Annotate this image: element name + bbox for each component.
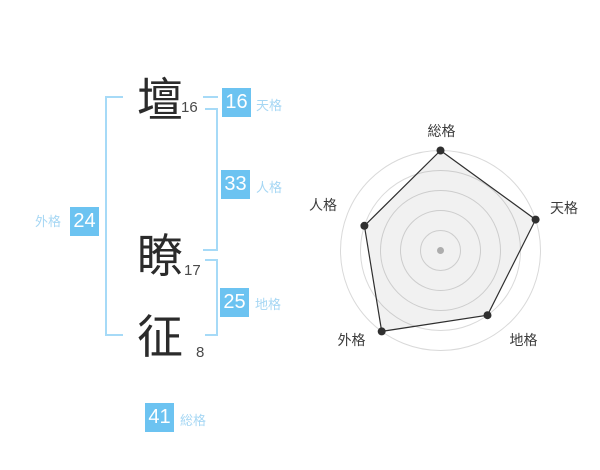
name-character-3: 征	[137, 311, 183, 363]
gaikaku-bracket-bottom-tick	[105, 334, 123, 336]
radar-data-point	[436, 146, 445, 155]
chikaku-label: 地格	[255, 297, 282, 312]
radar-axis-label: 地格	[510, 332, 538, 348]
radar-data-point	[377, 327, 386, 336]
jinkaku-value-badge: 33	[221, 170, 250, 199]
tenkaku-connector-line	[203, 96, 218, 98]
gaikaku-bracket-top-tick	[105, 96, 123, 98]
radar-data-point	[483, 311, 492, 320]
jinkaku-label: 人格	[256, 180, 283, 195]
stroke-count-3: 8	[196, 344, 205, 361]
soukaku-value-badge: 41	[145, 403, 174, 432]
tenkaku-label: 天格	[256, 98, 283, 113]
name-character-1: 壇	[137, 74, 183, 126]
radar-grid-ring	[380, 190, 501, 311]
radar-grid-ring	[420, 230, 461, 271]
chikaku-bracket-top-tick	[205, 259, 218, 261]
chikaku-bracket-bottom-tick	[205, 334, 218, 336]
chikaku-bracket-line	[216, 259, 218, 336]
radar-axis-label: 人格	[309, 197, 337, 213]
radar-grid-ring	[400, 210, 481, 291]
tenkaku-value-badge: 16	[222, 88, 251, 117]
radar-axis-label: 天格	[550, 200, 578, 216]
radar-axis-label: 総格	[428, 123, 456, 139]
stroke-count-2: 17	[184, 262, 201, 279]
name-character-2: 瞭	[137, 230, 183, 282]
radar-data-polygon	[363, 149, 537, 333]
radar-data-point	[360, 221, 369, 230]
stroke-count-1: 16	[181, 99, 198, 116]
radar-data-point	[531, 215, 540, 224]
gaikaku-label: 外格	[35, 214, 62, 229]
radar-center-dot	[437, 247, 444, 254]
gaikaku-value-badge: 24	[70, 207, 99, 236]
jinkaku-bracket-top-tick	[205, 108, 218, 110]
chikaku-value-badge: 25	[220, 288, 249, 317]
jinkaku-bracket-bottom-tick	[203, 249, 218, 251]
jinkaku-bracket-line	[216, 108, 218, 251]
soukaku-label: 総格	[180, 413, 207, 428]
radar-axis-label: 外格	[338, 332, 366, 348]
gaikaku-bracket-line	[105, 97, 107, 336]
